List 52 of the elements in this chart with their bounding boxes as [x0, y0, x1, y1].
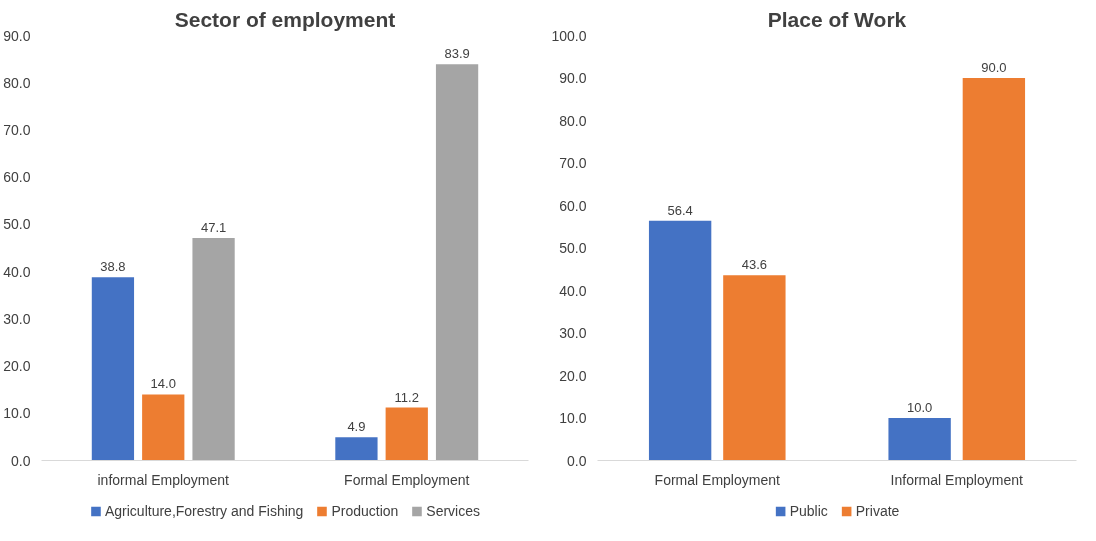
y-tick-label: 10.0: [3, 405, 31, 422]
y-tick-label: 50.0: [3, 216, 31, 233]
y-tick-label: 70.0: [559, 155, 587, 171]
y-tick-label: 20.0: [559, 367, 587, 384]
y-tick-label: 10.0: [559, 410, 587, 426]
bar: [962, 78, 1026, 461]
legend-label: Services: [426, 503, 481, 519]
data-label: 11.2: [394, 389, 419, 405]
chart-title: Sector of employment: [174, 7, 396, 31]
data-label: 4.9: [347, 419, 366, 435]
bar: [91, 277, 135, 461]
y-tick-label: 60.0: [3, 169, 31, 186]
y-tick-label: 100.0: [551, 27, 587, 44]
y-tick-label: 70.0: [3, 121, 31, 138]
y-tick-label: 0.0: [11, 452, 31, 469]
y-tick-label: 30.0: [3, 310, 31, 327]
y-tick-label: 90.0: [559, 70, 587, 86]
x-tick-label: informal Employment: [97, 471, 230, 488]
x-tick-label: Informal Employment: [890, 471, 1023, 488]
data-label: 10.0: [906, 400, 933, 415]
legend-label: Agriculture,Forestry and Fishing: [104, 503, 304, 519]
legend-label: Private: [855, 503, 900, 519]
bar: [192, 238, 235, 461]
data-label: 38.8: [100, 259, 126, 275]
y-tick-label: 80.0: [559, 112, 587, 129]
data-label: 43.6: [741, 257, 768, 273]
y-tick-label: 0.0: [567, 452, 587, 469]
legend-label: Production: [331, 503, 399, 519]
data-label: 47.1: [200, 220, 227, 236]
bar: [648, 220, 712, 461]
y-tick-label: 30.0: [559, 325, 587, 341]
y-tick-label: 40.0: [3, 263, 31, 280]
x-tick-label: Formal Employment: [654, 471, 780, 488]
y-tick-label: 60.0: [559, 197, 587, 214]
bar: [888, 418, 951, 461]
y-tick-label: 20.0: [3, 358, 31, 375]
bar: [142, 394, 185, 461]
legend-label: Public: [789, 503, 828, 519]
y-tick-label: 40.0: [559, 282, 587, 299]
x-tick-label: Formal Employment: [344, 471, 470, 488]
y-tick-label: 80.0: [3, 74, 31, 91]
y-tick-label: 50.0: [559, 240, 587, 256]
chart-title: Place of Work: [767, 7, 907, 31]
bar: [723, 275, 786, 461]
data-label: 56.4: [667, 202, 693, 218]
data-label: 14.0: [150, 376, 176, 392]
bar: [385, 407, 428, 461]
data-label: 83.9: [444, 46, 470, 62]
y-tick-label: 90.0: [3, 27, 31, 44]
data-label: 90.0: [981, 60, 1007, 75]
bar: [335, 437, 378, 461]
bar: [435, 64, 479, 461]
